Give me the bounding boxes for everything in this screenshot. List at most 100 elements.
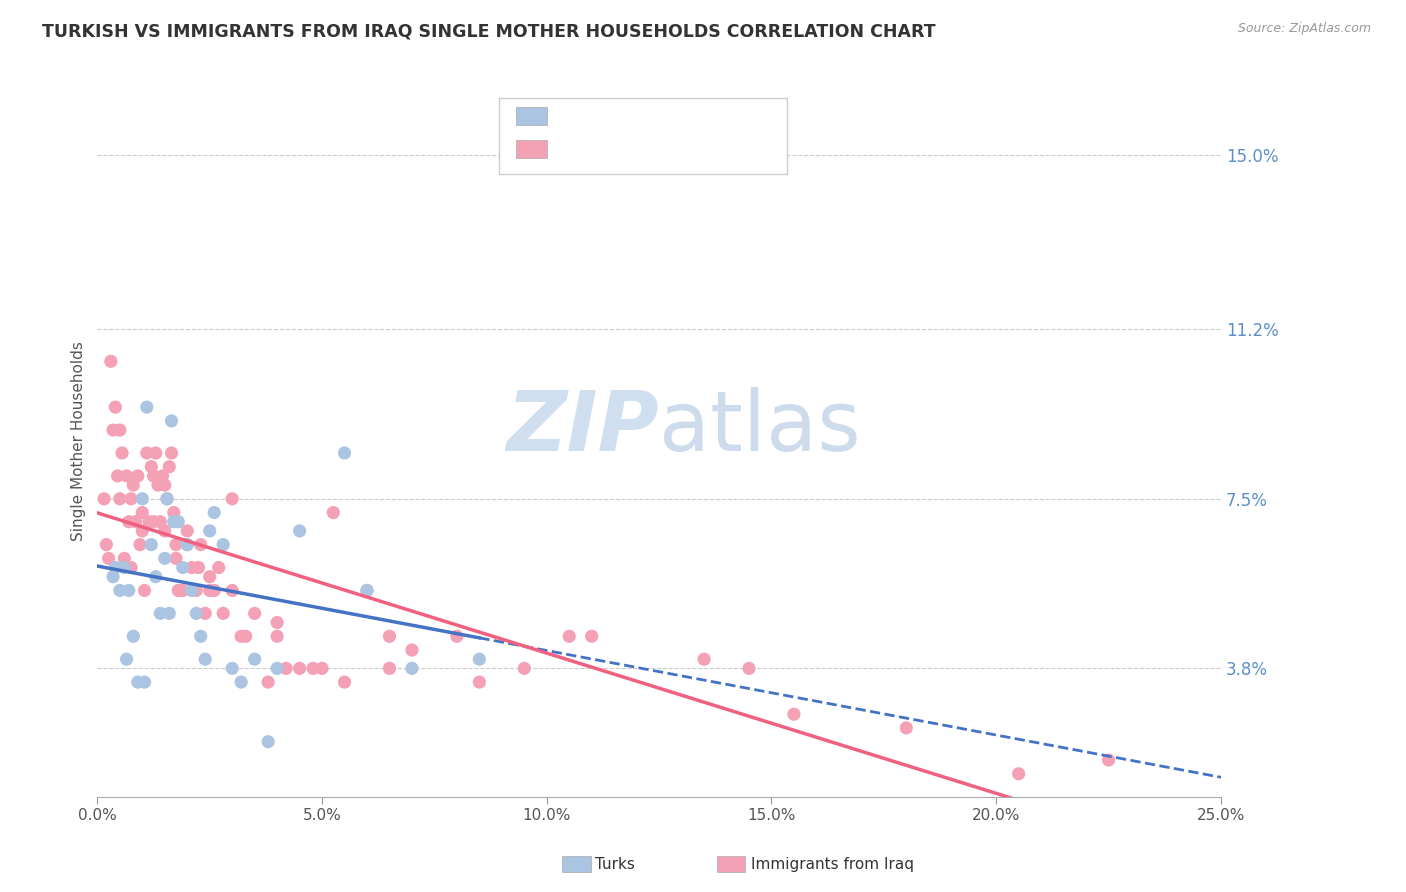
Text: 0.183: 0.183	[602, 109, 650, 123]
Point	[127, 675, 149, 690]
Point	[738, 661, 761, 675]
Point	[243, 652, 266, 666]
Point	[142, 469, 165, 483]
Point	[167, 583, 190, 598]
Text: Source: ZipAtlas.com: Source: ZipAtlas.com	[1237, 22, 1371, 36]
Point	[356, 583, 378, 598]
Point	[1097, 753, 1119, 767]
Point	[156, 491, 179, 506]
Point	[104, 400, 127, 414]
Point	[176, 524, 198, 538]
Point	[468, 675, 491, 690]
Point	[693, 652, 716, 666]
Point	[124, 515, 146, 529]
Text: atlas: atlas	[659, 387, 860, 467]
Point	[176, 538, 198, 552]
Point	[172, 560, 194, 574]
Point	[131, 524, 153, 538]
Point	[97, 551, 120, 566]
Y-axis label: Single Mother Households: Single Mother Households	[72, 342, 86, 541]
Point	[101, 570, 124, 584]
Point	[141, 459, 163, 474]
Text: Immigrants from Iraq: Immigrants from Iraq	[751, 857, 914, 871]
Point	[186, 607, 208, 621]
Point	[333, 446, 356, 460]
Text: -0.334: -0.334	[598, 142, 652, 156]
Text: R =: R =	[555, 109, 583, 123]
Point	[558, 629, 581, 643]
Point	[896, 721, 918, 735]
Point	[149, 515, 172, 529]
Point	[129, 538, 152, 552]
Point	[107, 469, 129, 483]
Point	[356, 583, 378, 598]
Point	[165, 551, 187, 566]
Point	[783, 707, 806, 722]
Point	[212, 607, 235, 621]
Point	[111, 446, 134, 460]
Point	[333, 675, 356, 690]
Point	[156, 491, 179, 506]
Point	[221, 661, 243, 675]
Point	[288, 661, 311, 675]
Point	[198, 570, 221, 584]
Point	[160, 414, 183, 428]
Point	[446, 629, 468, 643]
Point	[202, 506, 225, 520]
Point	[194, 607, 217, 621]
Point	[108, 583, 131, 598]
Point	[266, 615, 288, 630]
Point	[122, 478, 145, 492]
Point	[135, 400, 157, 414]
Point	[190, 538, 212, 552]
Point	[172, 583, 194, 598]
Point	[198, 524, 221, 538]
Point	[131, 491, 153, 506]
Point	[122, 629, 145, 643]
Point	[142, 515, 165, 529]
Point	[194, 652, 217, 666]
Point	[176, 538, 198, 552]
Point	[288, 524, 311, 538]
Point	[93, 491, 115, 506]
Point	[96, 538, 118, 552]
Point	[141, 538, 163, 552]
Point	[257, 675, 280, 690]
Point	[190, 629, 212, 643]
Point	[274, 661, 297, 675]
Point	[378, 629, 401, 643]
Point	[202, 583, 225, 598]
Point	[163, 506, 186, 520]
Point	[311, 661, 333, 675]
Point	[243, 607, 266, 621]
Point	[302, 661, 325, 675]
Point	[115, 469, 138, 483]
Point	[104, 560, 127, 574]
Point	[468, 652, 491, 666]
Point	[163, 515, 186, 529]
Point	[118, 515, 141, 529]
Point	[1008, 766, 1031, 780]
Point	[145, 570, 167, 584]
Point	[180, 560, 202, 574]
Point	[266, 661, 288, 675]
Point	[266, 629, 288, 643]
Point	[134, 583, 156, 598]
Point	[401, 661, 423, 675]
Text: R =: R =	[555, 142, 583, 156]
Point	[153, 551, 176, 566]
Point	[101, 423, 124, 437]
Point	[231, 675, 253, 690]
Point	[212, 538, 235, 552]
Point	[127, 469, 149, 483]
Point	[131, 506, 153, 520]
Point	[108, 423, 131, 437]
Point	[198, 583, 221, 598]
Point	[115, 652, 138, 666]
Point	[149, 607, 172, 621]
Point	[167, 515, 190, 529]
Point	[157, 459, 180, 474]
Text: N = 82: N = 82	[657, 142, 714, 156]
Point	[231, 629, 253, 643]
Point	[112, 551, 135, 566]
